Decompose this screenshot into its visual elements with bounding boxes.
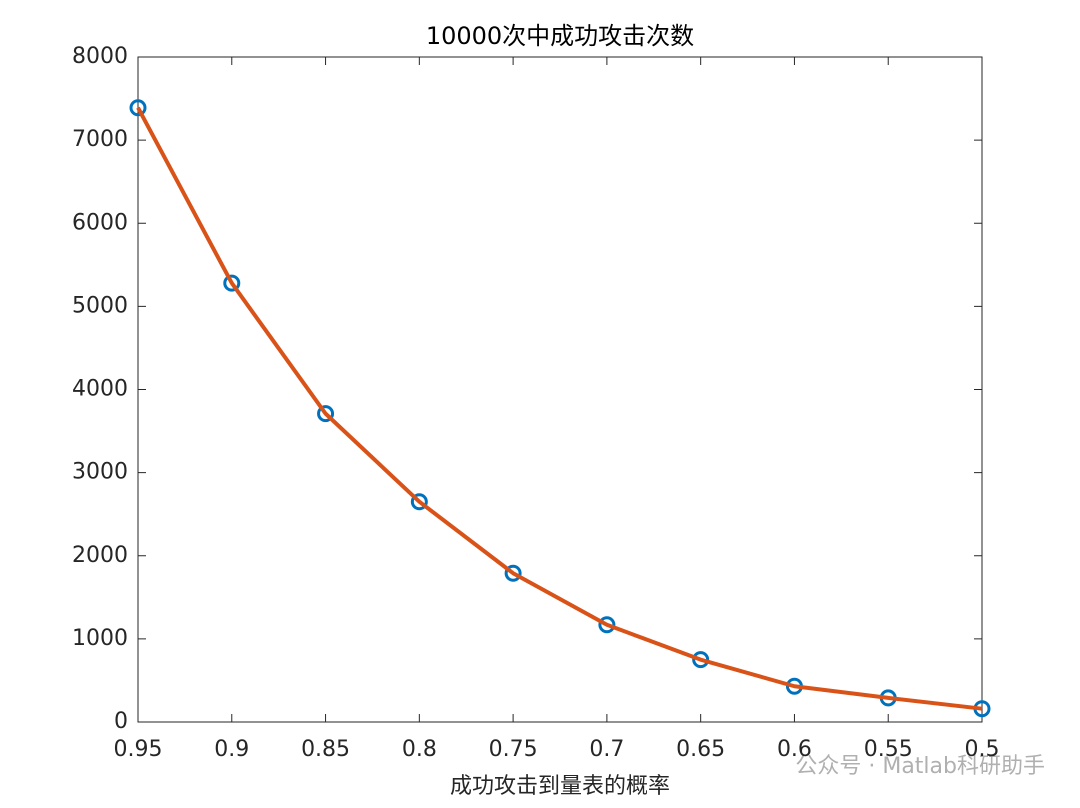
y-tick-label: 5000 — [72, 293, 128, 318]
y-tick-label: 1000 — [72, 626, 128, 651]
chart-title: 10000次中成功攻击次数 — [426, 22, 694, 50]
data-point — [504, 564, 522, 582]
y-tick-label: 8000 — [72, 44, 128, 69]
x-tick-label: 0.85 — [301, 737, 350, 762]
data-point — [598, 616, 616, 634]
x-axis-label: 成功攻击到量表的概率 — [450, 774, 670, 799]
plot-area — [137, 56, 983, 723]
data-point — [410, 493, 428, 511]
data-point — [317, 405, 335, 423]
x-tick-label: 0.75 — [489, 737, 538, 762]
x-tick-label: 0.95 — [114, 737, 163, 762]
x-tick-label: 0.9 — [214, 737, 249, 762]
y-tick-label: 6000 — [72, 210, 128, 235]
data-point — [223, 274, 241, 292]
y-tick-label: 3000 — [72, 460, 128, 485]
x-tick-label: 0.55 — [864, 737, 913, 762]
watermark: 公众号 · Matlab科研助手 — [795, 754, 1045, 779]
y-tick-label: 4000 — [72, 377, 128, 402]
x-tick-label: 0.7 — [589, 737, 624, 762]
y-tick-label: 0 — [114, 709, 128, 734]
x-tick-label: 0.5 — [965, 737, 1000, 762]
data-point — [129, 99, 147, 117]
y-tick-label: 7000 — [72, 127, 128, 152]
x-tick-label: 0.6 — [777, 737, 812, 762]
x-tick-label: 0.65 — [676, 737, 725, 762]
data-line — [136, 106, 983, 711]
y-tick-label: 2000 — [72, 543, 128, 568]
x-tick-label: 0.8 — [402, 737, 437, 762]
